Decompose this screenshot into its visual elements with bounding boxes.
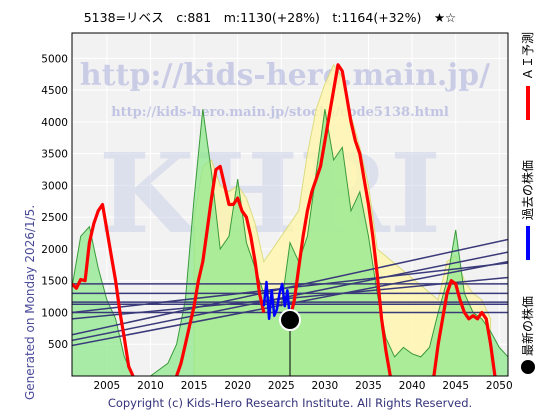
- plot-frame: [71, 32, 509, 377]
- x-tick-label: 2010: [137, 380, 164, 392]
- y-tick-label: 3500: [41, 149, 68, 161]
- trend-lines: [72, 238, 508, 347]
- watermark-url-main: http://kids-hero.main.jp/: [80, 58, 490, 93]
- watermark: KHRI http://kids-hero.main.jp/ http://ki…: [80, 58, 490, 258]
- latest-price-dot: [279, 309, 301, 332]
- generated-date: Generated on Monday 2026/1/5.: [23, 205, 37, 400]
- legend-swatch-past: [526, 226, 530, 260]
- x-axis-ticks: 2005 2010 2015 2020 2025 2030 2035 2040 2045 2050: [94, 380, 513, 392]
- trend-line: [72, 260, 508, 347]
- x-tick-label: 2040: [399, 380, 426, 392]
- y-tick-label: 2500: [41, 212, 68, 224]
- prediction-segment: [288, 63, 392, 376]
- y-tick-label: 3000: [41, 180, 68, 192]
- trend-line: [72, 262, 508, 314]
- y-tick-label: 2000: [41, 244, 68, 256]
- x-tick-label: 2045: [442, 380, 469, 392]
- trend-line: [72, 276, 508, 320]
- x-tick-label: 2015: [181, 380, 208, 392]
- x-tick-label: 2050: [486, 380, 513, 392]
- copyright: Copyright (c) Kids-Hero Research Institu…: [108, 396, 472, 410]
- x-tick-label: 2035: [355, 380, 382, 392]
- y-tick-label: 4500: [41, 85, 68, 97]
- watermark-url-sub: http://kids-hero.main.jp/stocks/code5138…: [111, 105, 449, 120]
- legend-label-past: 過去の株価: [520, 160, 535, 220]
- x-tick-label: 2025: [268, 380, 295, 392]
- legend-swatch-latest: [521, 360, 535, 374]
- trend-line: [72, 251, 508, 342]
- prediction-series: [72, 63, 497, 376]
- legend-swatch-prediction: [526, 86, 530, 120]
- legend-label-prediction: ＡＩ予測: [521, 32, 535, 80]
- y-tick-label: 1000: [41, 307, 68, 319]
- prediction-segment: [175, 164, 266, 376]
- x-tick-label: 2005: [94, 380, 121, 392]
- y-axis-ticks: 500 1000 1500 2000 2500 3000 3500 4000 4500 5000: [41, 53, 68, 351]
- y-tick-label: 1500: [41, 276, 68, 288]
- past-price-line: [262, 280, 292, 321]
- prediction-segment: [432, 279, 497, 376]
- watermark-brand: KHRI: [99, 129, 441, 258]
- legend-label-latest: 最新の株価: [520, 296, 535, 356]
- y-tick-label: 5000: [41, 53, 68, 65]
- y-tick-label: 4000: [41, 117, 68, 129]
- chart-title: 5138=リベス c:881 m:1130(+28%) t:1164(+32%)…: [84, 10, 457, 25]
- latest-price-marker: [279, 309, 301, 376]
- past-price-series: [262, 280, 292, 321]
- x-tick-label: 2030: [312, 380, 339, 392]
- x-tick-label: 2020: [224, 380, 251, 392]
- prediction-segment: [72, 202, 135, 376]
- y-tick-label: 500: [48, 339, 68, 351]
